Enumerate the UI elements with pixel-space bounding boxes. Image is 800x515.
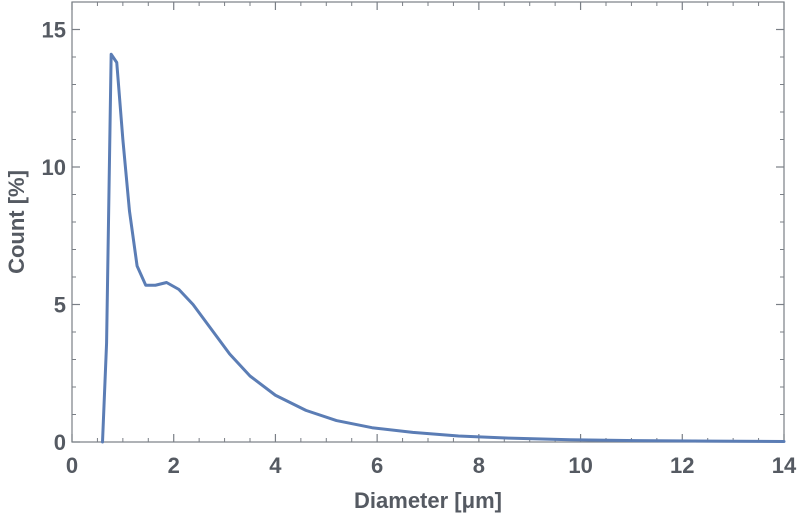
x-tick-label: 8 (473, 453, 485, 478)
y-tick-label: 0 (54, 430, 66, 455)
x-tick-label: 14 (772, 453, 797, 478)
series-layer (101, 52, 786, 444)
y-tick-label: 10 (42, 155, 66, 180)
x-tick-label: 6 (371, 453, 383, 478)
x-tick-label: 0 (66, 453, 78, 478)
x-tick-label: 10 (568, 453, 592, 478)
y-axis-ticks: 0 5 10 15 (42, 1, 784, 455)
x-tick-label: 4 (269, 453, 282, 478)
x-tick-label: 12 (670, 453, 694, 478)
x-tick-label: 2 (168, 453, 180, 478)
series-line (101, 52, 786, 444)
x-axis-ticks: 0 2 4 6 8 10 12 14 (66, 2, 797, 478)
y-tick-label: 15 (42, 18, 66, 43)
y-tick-label: 5 (54, 293, 66, 318)
y-axis-title: Count [%] (4, 170, 29, 274)
x-axis-title: Diameter [μm] (354, 488, 502, 513)
plot-frame (71, 1, 785, 443)
